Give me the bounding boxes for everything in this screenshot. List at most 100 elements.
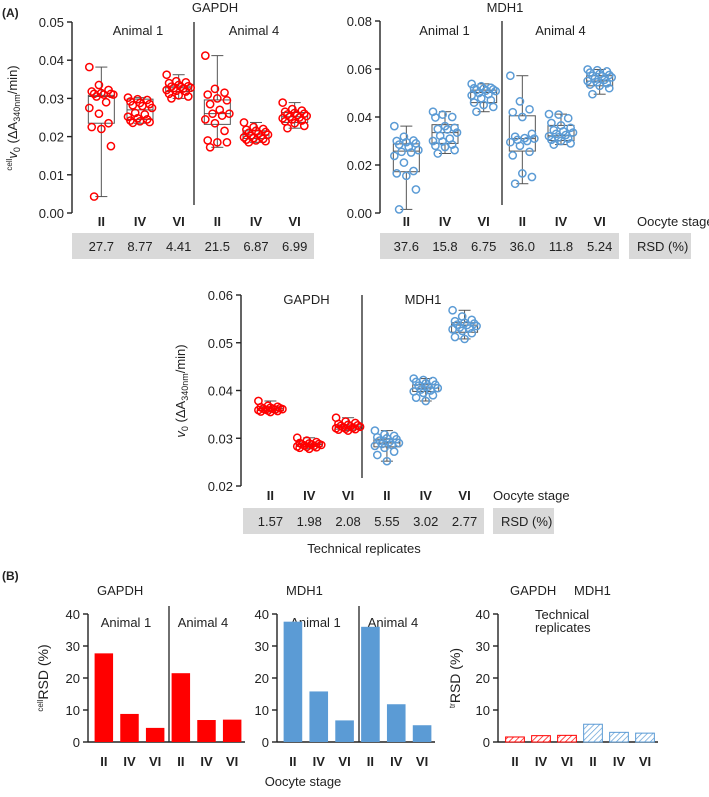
chart-b-mdh1-group-label: Animal 1 (290, 615, 341, 630)
data-point (409, 166, 418, 176)
box-iqr (87, 94, 115, 124)
data-point (370, 441, 380, 451)
data-point (89, 192, 99, 201)
chart-a-gapdh-title: GAPDH (192, 0, 238, 15)
data-point (174, 90, 184, 100)
chart-a-technical-y-tick-label: 0.02 (208, 479, 233, 494)
chart-a-mdh1-title: MDH1 (487, 0, 524, 15)
data-point (525, 104, 534, 114)
chart-a-technical-rsd-value: 1.57 (258, 514, 283, 529)
data-point (447, 112, 457, 122)
chart-a-gapdh-y-tick-label: 0.05 (39, 15, 64, 30)
chart-a-technical-box (254, 396, 287, 417)
data-point (421, 396, 431, 406)
data-point (128, 118, 138, 128)
chart-b-gapdh-x-tick-label: VI (149, 754, 161, 769)
chart-b-technical-y-tick-label: 40 (476, 607, 490, 622)
data-point (87, 87, 97, 96)
chart-a-gapdh-box (200, 51, 234, 152)
chart-b-gapdh-x-tick-label: II (100, 754, 107, 769)
data-point (84, 62, 94, 72)
data-point (210, 84, 220, 94)
chart-a-technical-group-label: GAPDH (283, 292, 329, 307)
chart-b-technical-ylabel: trRSD (%) (447, 648, 463, 708)
chart-b-gapdh-bar (94, 653, 114, 742)
data-point (517, 169, 527, 178)
chart-b-mdh1-bar (412, 725, 432, 742)
chart-b-gapdh-bar (171, 673, 191, 742)
data-point (222, 137, 232, 147)
chart-b-mdh1-x-tick-label: VI (416, 754, 428, 769)
data-point (389, 151, 399, 161)
data-point (94, 80, 104, 90)
chart-b-technical-bar (505, 736, 525, 743)
chart-b-gapdh-x-tick-label: IV (200, 754, 213, 769)
data-point (283, 123, 292, 133)
chart-a-gapdh-rsd-value: 8.77 (127, 239, 152, 254)
chart-b-mdh1-group-label: Animal 4 (368, 615, 419, 630)
data-point (508, 107, 518, 117)
chart-b-technical-y-tick-label: 30 (476, 639, 490, 654)
chart-a-gapdh-box (239, 118, 273, 147)
oocyte-stage-label-a: Oocyte stage (637, 214, 709, 229)
chart-a-mdh1-x-tick-label: II (519, 214, 526, 229)
data-point (505, 137, 515, 147)
data-point (239, 133, 249, 142)
data-point (220, 88, 229, 98)
data-point (431, 113, 440, 122)
data-point (428, 390, 438, 400)
data-point (505, 71, 515, 81)
chart-b-technical-legend-gapdh: GAPDH (510, 583, 556, 598)
rsd-label-box-a (629, 233, 691, 259)
chart-a-mdh1-x-tick-label: VI (478, 214, 490, 229)
data-point (467, 328, 477, 338)
data-point (448, 325, 457, 334)
chart-a-mdh1-rsd-value: 15.8 (432, 239, 457, 254)
chart-b-gapdh-ylabel: cellRSD (%) (35, 644, 51, 711)
data-point (392, 169, 402, 178)
chart-a-gapdh-rsd-value: 4.41 (166, 239, 191, 254)
data-point (460, 334, 469, 344)
data-point (389, 121, 399, 131)
data-point (457, 326, 467, 336)
chart-a-technical-y-tick-label: 0.04 (208, 384, 233, 399)
chart-b-mdh1-bar (335, 720, 354, 742)
chart-a-gapdh-rsd-value: 6.99 (282, 239, 307, 254)
data-point (239, 118, 249, 127)
chart-b-technical-bar (557, 734, 577, 743)
chart-a-technical-x-tick-label: II (383, 488, 390, 503)
oocyte-stage-label-technical: Oocyte stage (493, 488, 570, 503)
data-point (142, 95, 152, 105)
data-point (101, 97, 111, 107)
chart-b-xlabel: Oocyte stage (265, 774, 342, 789)
chart-b-mdh1-y-tick-label: 20 (255, 671, 269, 686)
chart-b-technical-x-tick-label: IV (613, 754, 626, 769)
chart-b-gapdh-y-tick-label: 10 (66, 703, 80, 718)
chart-a-technical-box (409, 374, 443, 406)
data-point (203, 136, 213, 145)
chart-a-mdh1-rsd-band (380, 233, 619, 259)
chart-b-mdh1-x-tick-label: II (289, 754, 296, 769)
chart-a-gapdh-x-tick-label: VI (289, 214, 301, 229)
chart-b-gapdh-bar (222, 719, 242, 742)
chart-a-mdh1-x-tick-label: VI (594, 214, 606, 229)
data-point (210, 118, 220, 128)
chart-a-mdh1-y-tick-label: 0.00 (347, 206, 372, 221)
chart-a-technical-x-tick-label: VI (342, 488, 354, 503)
chart-a-mdh1-y-tick-label: 0.04 (347, 110, 372, 125)
chart-a-mdh1-x-tick-label: II (403, 214, 410, 229)
chart-a-technical-rsd-band (243, 508, 484, 534)
chart-a-technical-box (331, 413, 365, 435)
chart-a-gapdh-rsd-value: 27.7 (89, 239, 114, 254)
chart-a-technical-rsd-value: 1.98 (297, 514, 322, 529)
data-point (517, 112, 527, 122)
rsd-label-a: RSD (%) (637, 239, 688, 254)
data-point (419, 388, 428, 398)
chart-a-mdh1-box (389, 121, 423, 214)
data-point (452, 128, 462, 137)
data-point (343, 426, 353, 435)
data-point (167, 94, 176, 103)
chart-b-gapdh-y-tick-label: 0 (73, 735, 80, 750)
data-point (467, 79, 477, 89)
data-point (488, 102, 498, 112)
